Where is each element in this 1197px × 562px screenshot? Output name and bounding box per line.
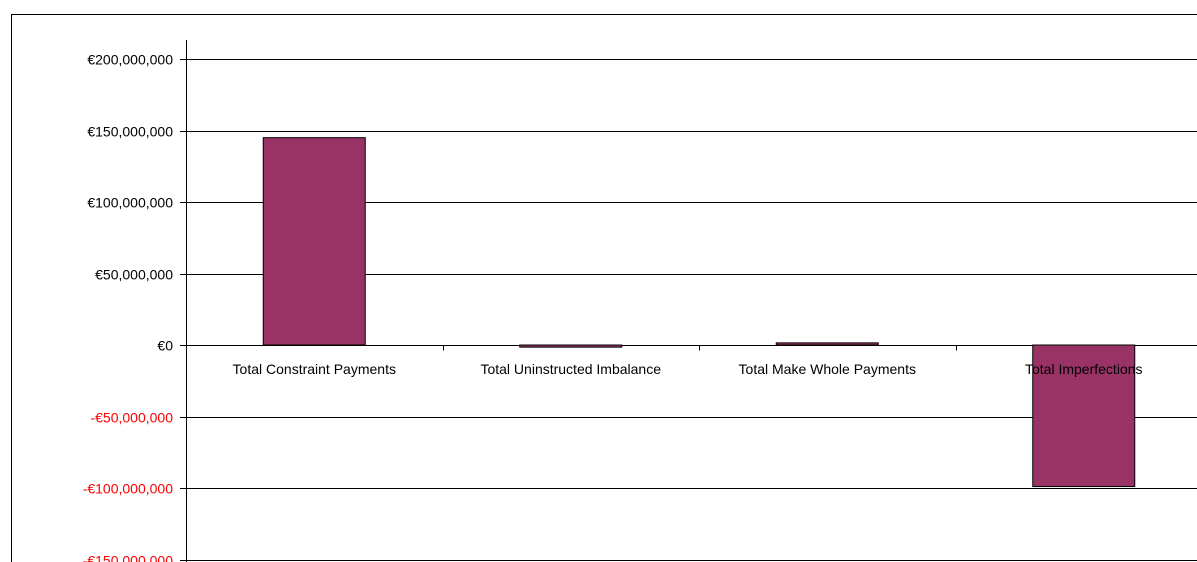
y-tick-label: €200,000,000 [87, 52, 173, 68]
y-tick-label: €150,000,000 [87, 124, 173, 140]
bar [775, 342, 879, 346]
x-axis-category-labels: Total Constraint Payments Total Uninstruc… [233, 361, 1143, 377]
bar [262, 137, 366, 346]
x-category-label: Total Constraint Payments [233, 361, 396, 377]
bar [1032, 344, 1136, 488]
y-tick-label: -€100,000,000 [83, 481, 174, 497]
y-tick-label: -€150,000,000 [83, 553, 174, 562]
x-category-label: Total Uninstructed Imbalance [480, 361, 661, 377]
x-category-label: Total Make Whole Payments [739, 361, 916, 377]
y-tick-label: €100,000,000 [87, 195, 173, 211]
bar [519, 344, 623, 348]
y-tick-label: -€50,000,000 [90, 410, 173, 426]
y-axis-tick-labels: €200,000,000 €150,000,000 €100,000,000 €50,… [83, 52, 174, 562]
chart-area-border [11, 14, 1197, 562]
bars [262, 137, 1136, 488]
x-category-label: Total Imperfections [1025, 361, 1143, 377]
y-tick-label: €50,000,000 [95, 267, 173, 283]
y-tick-label: €0 [157, 338, 173, 354]
axes [186, 40, 957, 562]
